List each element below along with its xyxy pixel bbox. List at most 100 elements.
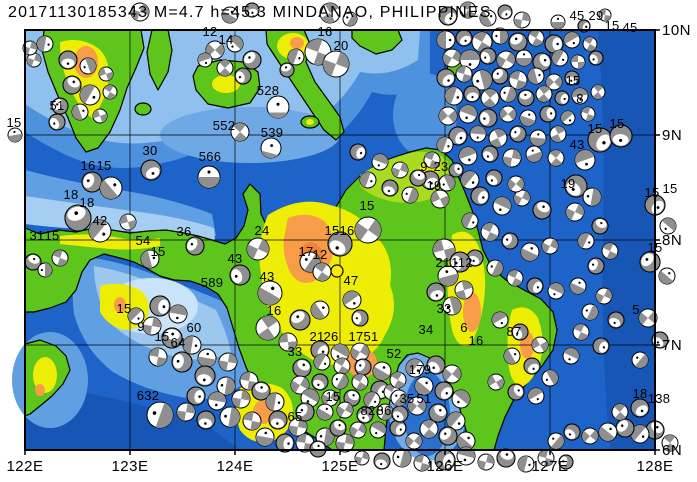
beachball xyxy=(64,204,92,232)
beachball xyxy=(547,149,565,167)
beachball xyxy=(508,32,528,52)
beachball xyxy=(571,87,589,105)
depth-label: 82 xyxy=(360,403,375,418)
beachball xyxy=(588,50,604,66)
beachball xyxy=(335,433,355,453)
depth-label: 632 xyxy=(137,388,160,403)
beachball xyxy=(79,84,101,106)
beachball xyxy=(331,372,349,390)
beachball xyxy=(230,122,250,142)
beachball xyxy=(88,219,112,243)
depth-label: 18 xyxy=(63,187,78,202)
beachball xyxy=(454,280,474,300)
beachball xyxy=(455,65,473,83)
beachball xyxy=(523,357,541,375)
beachball xyxy=(265,392,285,412)
beachball xyxy=(185,236,205,256)
beachball xyxy=(563,31,581,49)
figure-title: 20171130185343 M=4.7 h=45.3 MINDANAO, PH… xyxy=(8,4,492,21)
beachball xyxy=(216,59,234,77)
terrain-shape xyxy=(463,292,481,332)
beachball xyxy=(432,238,456,262)
y-axis-tick-label: 9N xyxy=(662,127,682,144)
x-axis-tick-label: 125E xyxy=(321,458,358,475)
beachball xyxy=(58,50,78,70)
beachball xyxy=(513,11,531,29)
beachball xyxy=(569,277,587,295)
y-axis-tick-label: 6N xyxy=(662,442,682,459)
beachball xyxy=(526,277,544,295)
beachball xyxy=(442,296,462,316)
beachball xyxy=(182,335,202,355)
depth-label: 6 xyxy=(460,320,468,335)
depth-label: 52 xyxy=(386,346,401,361)
depth-label: 51 xyxy=(49,98,64,113)
beachball xyxy=(477,453,495,471)
beachball xyxy=(219,406,241,428)
depth-label: 18 xyxy=(632,386,647,401)
terrain-shape xyxy=(134,102,152,116)
beachball xyxy=(260,137,282,159)
beachball xyxy=(607,311,625,329)
beachball xyxy=(517,89,535,107)
beachball xyxy=(497,4,513,20)
terrain-shape xyxy=(393,73,457,157)
beachball xyxy=(266,95,290,119)
terrain-shape xyxy=(114,297,126,313)
beachball xyxy=(609,124,633,148)
beachball xyxy=(563,423,581,441)
beachball xyxy=(389,371,407,389)
depth-label: 179 xyxy=(409,362,432,377)
depth-label: 36 xyxy=(176,224,191,239)
beachball xyxy=(92,108,108,124)
beachball xyxy=(459,1,477,19)
depth-label: 15 xyxy=(154,329,169,344)
beachball xyxy=(119,213,137,231)
beachball xyxy=(436,30,456,50)
beachball xyxy=(446,411,466,431)
beachball xyxy=(496,448,516,468)
beachball xyxy=(458,146,478,166)
beachball xyxy=(81,171,103,193)
beachball xyxy=(354,216,382,244)
beachball xyxy=(300,388,320,408)
beachball xyxy=(661,434,679,452)
beachball xyxy=(176,402,196,422)
beachball xyxy=(466,249,484,267)
depth-label: 15 xyxy=(609,116,624,131)
beachball xyxy=(631,351,649,369)
beachball xyxy=(246,237,270,261)
beachball xyxy=(449,251,471,273)
depth-label: 16 xyxy=(80,158,95,173)
beachball xyxy=(601,242,619,260)
terrain-shape xyxy=(290,37,304,49)
beachball xyxy=(255,315,281,341)
beachball xyxy=(356,406,374,424)
x-axis-tick-label: 127E xyxy=(531,458,568,475)
beachball xyxy=(659,217,677,235)
beachball xyxy=(149,295,171,317)
beachball xyxy=(426,282,446,302)
depth-label: 51 xyxy=(416,391,431,406)
beachball xyxy=(373,452,391,470)
beachball xyxy=(36,35,54,53)
depth-label: 31 xyxy=(29,228,44,243)
beachball xyxy=(492,196,512,216)
beachball xyxy=(342,11,358,27)
beachball xyxy=(587,127,613,153)
terrain-shape xyxy=(351,29,403,55)
beachball xyxy=(37,262,53,278)
beachball xyxy=(638,308,658,328)
depth-label: 43 xyxy=(569,137,584,152)
depth-label: 16 xyxy=(317,24,332,39)
beachball xyxy=(148,347,168,367)
beachball xyxy=(405,358,425,378)
beachball xyxy=(22,40,38,56)
beachball xyxy=(438,106,458,126)
beachball xyxy=(99,176,123,200)
beachball xyxy=(581,427,599,445)
terrain-shape xyxy=(306,119,314,125)
beachball xyxy=(413,454,431,472)
depth-label: 12 xyxy=(202,24,217,39)
